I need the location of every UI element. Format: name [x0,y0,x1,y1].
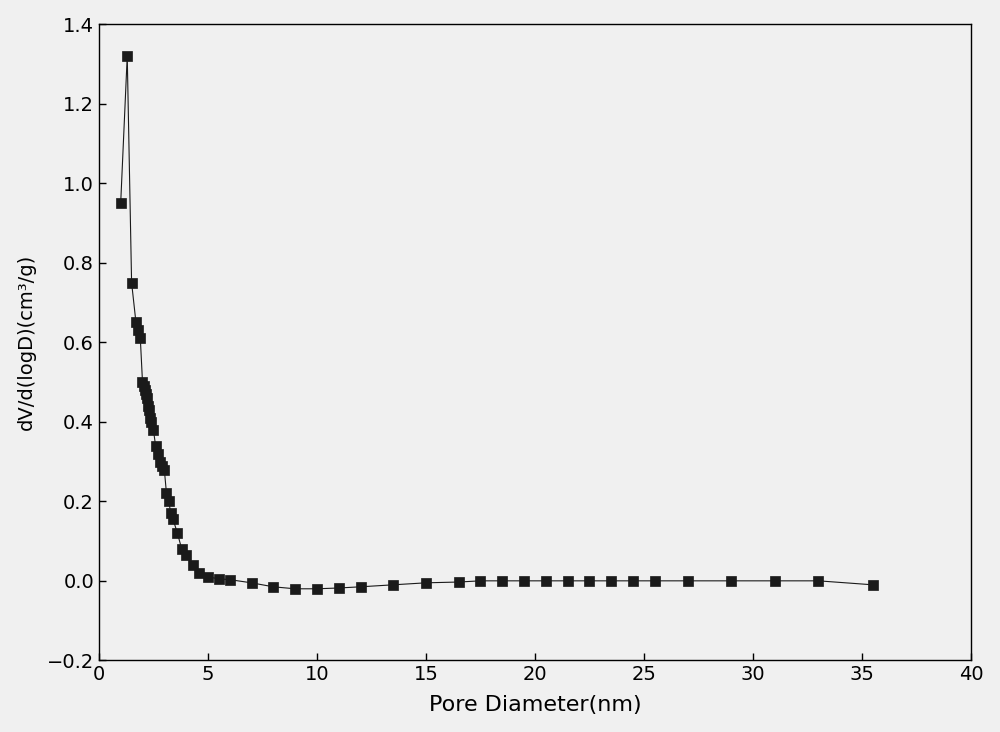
X-axis label: Pore Diameter(nm): Pore Diameter(nm) [429,695,641,715]
Y-axis label: dV/d(logD)(cm³/g): dV/d(logD)(cm³/g) [17,254,36,430]
